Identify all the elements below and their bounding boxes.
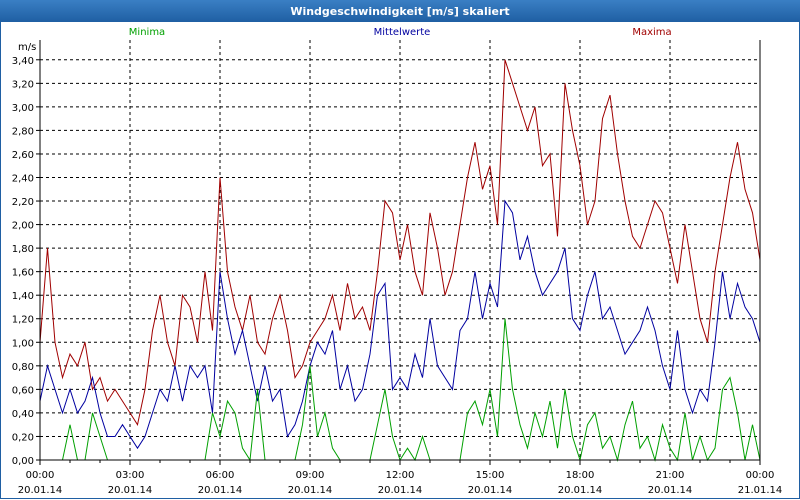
series-line-mittelwerte — [39, 199, 761, 450]
x-tick-date: 20.01.14 — [378, 485, 423, 496]
axis-labels: 0,00 0,20 0,40 0,60 0,80 1,00 1,20 1,40 1,60 1,80… — [12, 27, 783, 496]
y-tick-label: 2,40 — [12, 173, 34, 184]
chart-title: Windgeschwindigkeit [m/s] skaliert — [290, 4, 510, 18]
x-tick-date: 21.01.14 — [738, 485, 783, 496]
chart-title-bar: Windgeschwindigkeit [m/s] skaliert — [0, 0, 800, 22]
y-tick-label: 0,80 — [12, 362, 34, 373]
x-tick-time: 12:00 — [386, 470, 415, 481]
x-tick-time: 18:00 — [566, 470, 595, 481]
x-tick-time: 06:00 — [206, 470, 235, 481]
x-tick-date: 20.01.14 — [558, 485, 603, 496]
x-tick-time: 21:00 — [656, 470, 685, 481]
x-tick-time: 00:00 — [26, 470, 55, 481]
y-tick-label: 3,00 — [12, 103, 34, 114]
x-tick-date: 20.01.14 — [18, 485, 63, 496]
y-tick-label: 2,00 — [12, 221, 34, 232]
x-tick-date: 20.01.14 — [108, 485, 153, 496]
x-tick-time: 15:00 — [476, 470, 505, 481]
y-tick-label: 1,00 — [12, 338, 34, 349]
y-tick-label: 2,60 — [12, 150, 34, 161]
y-tick-label: 0,40 — [12, 409, 34, 420]
y-tick-label: 1,40 — [12, 291, 34, 302]
y-tick-label: 0,20 — [12, 432, 34, 443]
legend-entry-minima: Minima — [129, 27, 165, 38]
series-line-maxima — [39, 59, 761, 427]
x-tick-date: 20.01.14 — [288, 485, 333, 496]
y-tick-label: 1,80 — [12, 244, 34, 255]
legend-entry-maxima: Maxima — [632, 27, 671, 38]
y-tick-label: 0,00 — [12, 456, 34, 467]
y-tick-label: 1,20 — [12, 315, 34, 326]
y-tick-label: 2,80 — [12, 126, 34, 137]
x-tick-date: 20.01.14 — [198, 485, 243, 496]
y-tick-label: 2,20 — [12, 197, 34, 208]
y-tick-label: 3,40 — [12, 56, 34, 67]
x-tick-time: 03:00 — [116, 470, 145, 481]
y-axis-label: m/s — [18, 42, 36, 53]
x-tick-time: 09:00 — [296, 470, 325, 481]
y-tick-label: 0,60 — [12, 385, 34, 396]
y-tick-label: 1,60 — [12, 268, 34, 279]
x-tick-date: 20.01.14 — [468, 485, 513, 496]
y-tick-label: 3,20 — [12, 79, 34, 90]
x-tick-date: 20.01.14 — [648, 485, 693, 496]
x-tick-time: 00:00 — [746, 470, 775, 481]
legend-entry-mittelwerte: Mittelwerte — [374, 27, 431, 38]
axes — [36, 40, 761, 465]
grid-lines — [40, 40, 760, 461]
